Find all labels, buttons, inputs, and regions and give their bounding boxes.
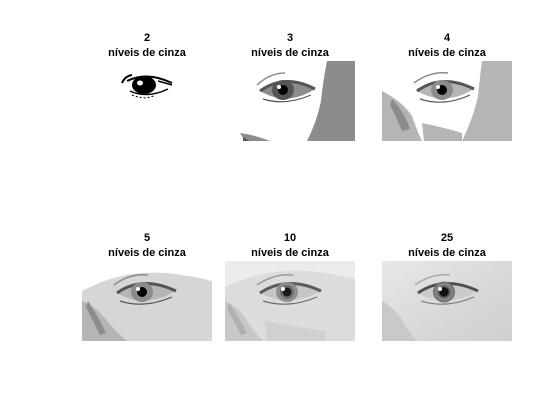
panel-title-caption: níveis de cinza xyxy=(251,47,329,59)
eye-image-5-levels xyxy=(82,261,212,341)
panel-title-levels: 4 xyxy=(443,32,451,44)
eye-image-10-levels xyxy=(225,261,355,341)
panel-title-caption: níveis de cinza xyxy=(408,247,486,259)
panel-title-caption: níveis de cinza xyxy=(108,247,186,259)
eye-image-3-levels xyxy=(225,61,355,141)
panel-25-levels: 25 níveis de cinza xyxy=(377,231,517,341)
panel-title-caption: níveis de cinza xyxy=(108,47,186,59)
eye-image-25-levels xyxy=(382,261,512,341)
panel-title-levels: 25 xyxy=(440,232,454,244)
panel-title-levels: 5 xyxy=(143,232,151,244)
eye-image-2-levels xyxy=(82,61,212,141)
eye-image-4-levels xyxy=(382,61,512,141)
panel-4-levels: 4 níveis de cinza xyxy=(377,31,517,141)
panel-10-levels: 10 níveis de cinza xyxy=(220,231,360,341)
panel-3-levels: 3 níveis de cinza xyxy=(220,31,360,141)
panel-title-levels: 2 xyxy=(143,32,151,44)
panel-title-caption: níveis de cinza xyxy=(408,47,486,59)
panel-title-levels: 10 xyxy=(283,232,297,244)
panel-2-levels: 2 níveis de cinza xyxy=(77,31,217,141)
panel-5-levels: 5 níveis de cinza xyxy=(77,231,217,341)
panel-title-levels: 3 xyxy=(286,32,294,44)
panel-title-caption: níveis de cinza xyxy=(251,247,329,259)
